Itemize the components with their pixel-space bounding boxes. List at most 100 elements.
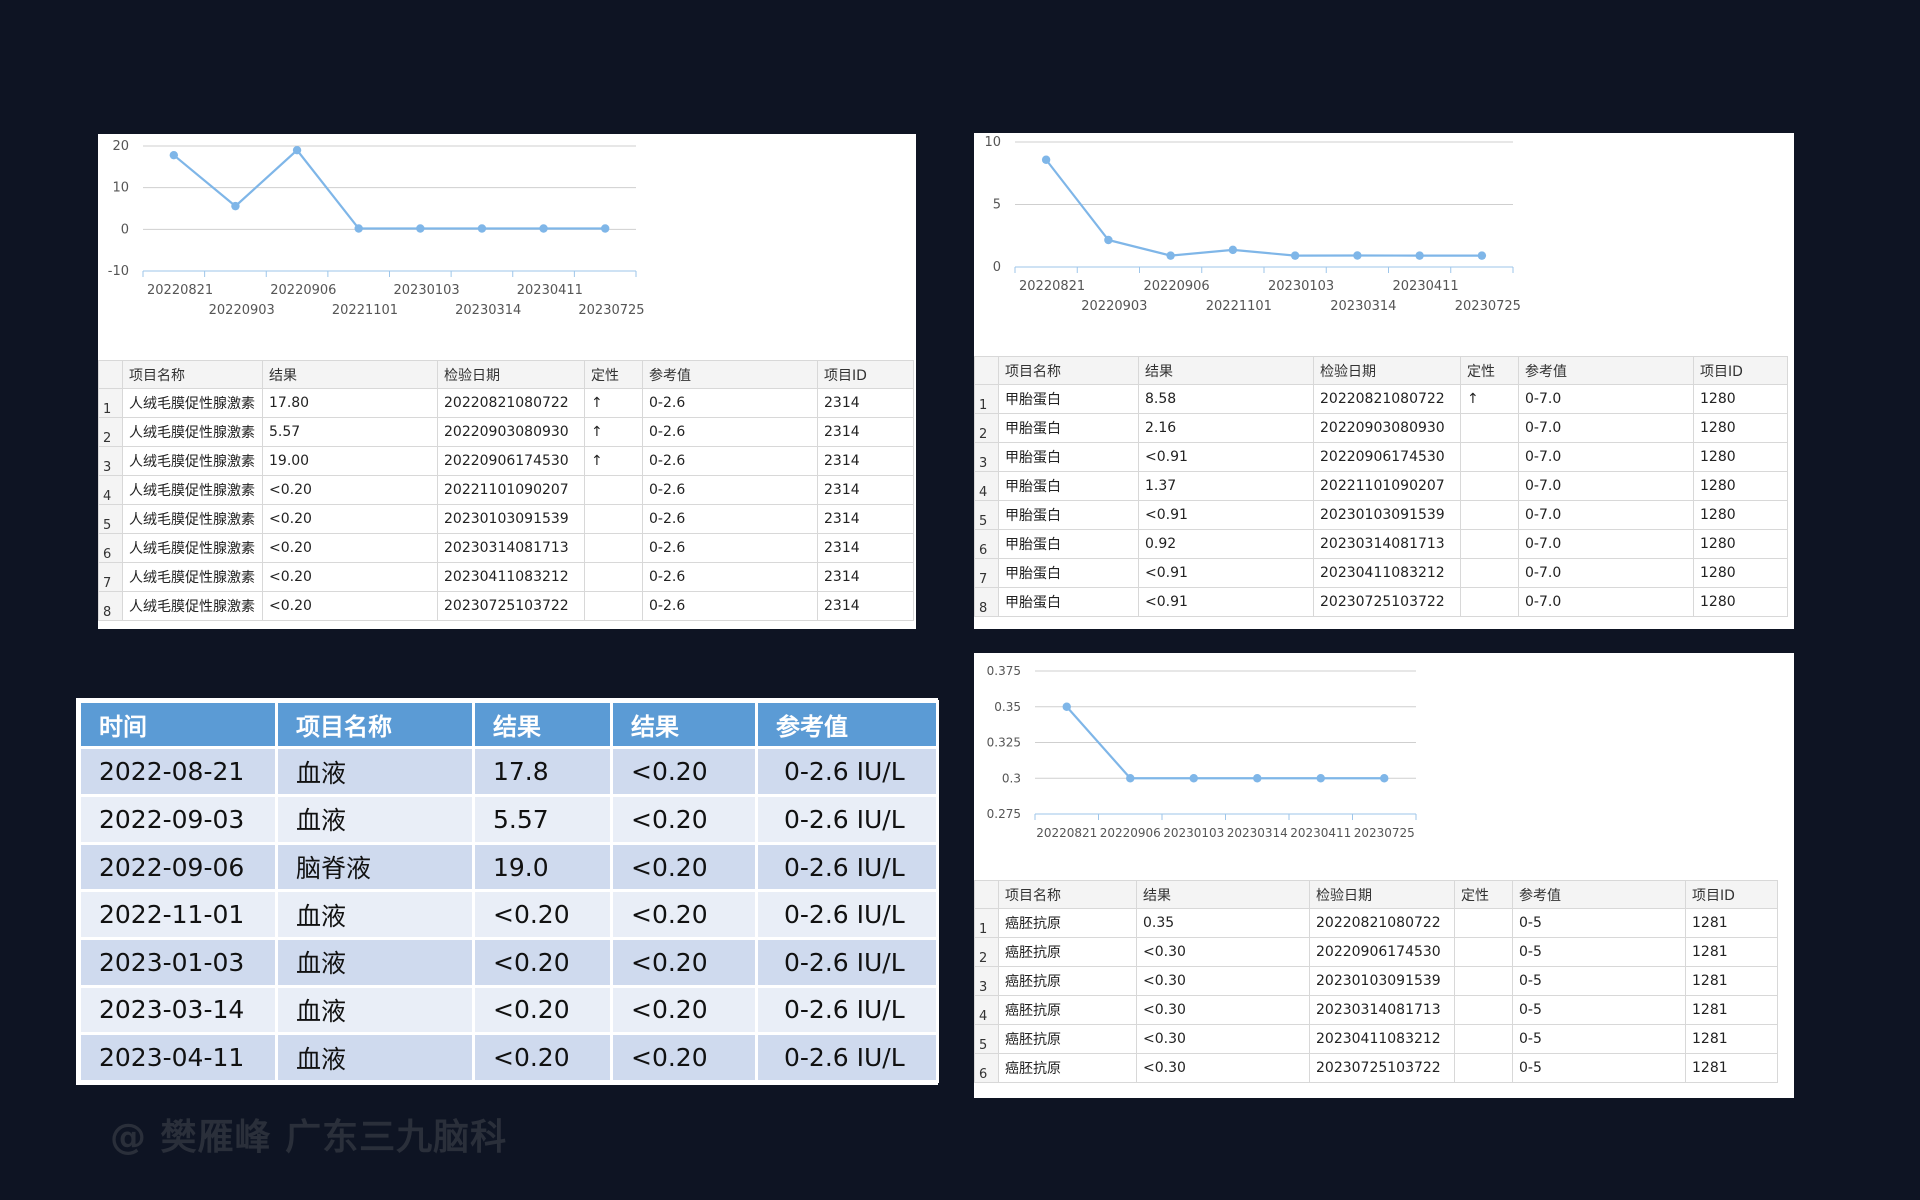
table-row[interactable]: 2 人绒毛膜促性腺激素 5.57 20220903080930 ↑ 0-2.6 2314 [98, 417, 914, 447]
table-cell[interactable]: 20230725103722 [437, 591, 585, 621]
table-cell[interactable]: 0-2.6 [642, 591, 818, 621]
table-cell[interactable]: 20230103091539 [1309, 966, 1455, 996]
table-cell[interactable]: 2314 [817, 417, 914, 447]
table-cell[interactable] [1460, 587, 1519, 617]
data-point[interactable] [1380, 774, 1389, 783]
table-cell[interactable]: 1281 [1685, 995, 1778, 1025]
data-point[interactable] [169, 150, 179, 160]
table-cell[interactable]: 1281 [1685, 937, 1778, 967]
table-cell[interactable]: 20230411083212 [1313, 558, 1461, 588]
column-header[interactable]: 项目ID [1693, 356, 1788, 385]
table-cell[interactable]: <0.20 [262, 562, 438, 592]
table-cell[interactable]: 20230725103722 [1313, 587, 1461, 617]
table-cell[interactable]: 1280 [1693, 384, 1788, 414]
data-point[interactable] [1041, 155, 1051, 164]
table-row[interactable]: 1 癌胚抗原 0.35 20220821080722 0-5 1281 [974, 908, 1778, 938]
table-cell[interactable]: 20230411083212 [1309, 1024, 1455, 1054]
table-cell[interactable]: 甲胎蛋白 [998, 413, 1139, 443]
table-cell[interactable] [1454, 1024, 1513, 1054]
table-cell[interactable]: 0-5 [1512, 966, 1686, 996]
table-cell[interactable]: 0-5 [1512, 908, 1686, 938]
table-cell[interactable]: <0.30 [1136, 1053, 1310, 1083]
table-cell[interactable]: 癌胚抗原 [998, 937, 1137, 967]
table-cell[interactable]: 2.16 [1138, 413, 1314, 443]
table-row[interactable]: 3 甲胎蛋白 <0.91 20220906174530 0-7.0 1280 [974, 442, 1788, 472]
table-row[interactable]: 2 癌胚抗原 <0.30 20220906174530 0-5 1281 [974, 937, 1778, 967]
table-cell[interactable]: 2314 [817, 475, 914, 505]
table-cell[interactable]: 0-7.0 [1518, 529, 1694, 559]
table-cell[interactable]: 2314 [817, 504, 914, 534]
column-header[interactable]: 检验日期 [437, 360, 585, 389]
table-row[interactable]: 7 甲胎蛋白 <0.91 20230411083212 0-7.0 1280 [974, 558, 1788, 588]
table-cell[interactable]: <0.91 [1138, 500, 1314, 530]
table-cell[interactable]: 人绒毛膜促性腺激素 [122, 446, 263, 476]
table-cell[interactable]: 0-7.0 [1518, 384, 1694, 414]
table-row[interactable]: 5 人绒毛膜促性腺激素 <0.20 20230103091539 0-2.6 2314 [98, 504, 914, 534]
data-point[interactable] [1228, 245, 1238, 255]
table-cell[interactable]: ↑ [584, 388, 643, 418]
data-point[interactable] [354, 224, 363, 233]
table-cell[interactable]: 0-2.6 [642, 533, 818, 563]
column-header[interactable]: 定性 [1454, 880, 1513, 909]
table-cell[interactable]: 20230103091539 [437, 504, 585, 534]
column-header[interactable]: 结果 [1136, 880, 1310, 909]
column-header[interactable]: 检验日期 [1313, 356, 1461, 385]
table-cell[interactable]: 20230314081713 [1309, 995, 1455, 1025]
table-cell[interactable]: 20220903080930 [437, 417, 585, 447]
table-cell[interactable]: 0-2.6 [642, 504, 818, 534]
table-cell[interactable]: 人绒毛膜促性腺激素 [122, 504, 263, 534]
table-row[interactable]: 6 癌胚抗原 <0.30 20230725103722 0-5 1281 [974, 1053, 1778, 1083]
table-cell[interactable]: 5.57 [262, 417, 438, 447]
column-header[interactable]: 检验日期 [1309, 880, 1455, 909]
table-row[interactable]: 6 甲胎蛋白 0.92 20230314081713 0-7.0 1280 [974, 529, 1788, 559]
table-cell[interactable] [1460, 500, 1519, 530]
table-cell[interactable]: 癌胚抗原 [998, 995, 1137, 1025]
table-cell[interactable]: 20221101090207 [1313, 471, 1461, 501]
column-header[interactable]: 项目名称 [122, 360, 263, 389]
table-cell[interactable]: 人绒毛膜促性腺激素 [122, 475, 263, 505]
table-cell[interactable] [584, 562, 643, 592]
table-cell[interactable]: <0.20 [262, 533, 438, 563]
table-cell[interactable]: 0-2.6 [642, 446, 818, 476]
data-point[interactable] [416, 224, 425, 233]
table-cell[interactable]: 20220906174530 [437, 446, 585, 476]
table-cell[interactable]: <0.91 [1138, 558, 1314, 588]
table-row[interactable]: 5 甲胎蛋白 <0.91 20230103091539 0-7.0 1280 [974, 500, 1788, 530]
table-cell[interactable]: <0.30 [1136, 937, 1310, 967]
table-cell[interactable] [1460, 413, 1519, 443]
table-cell[interactable]: 人绒毛膜促性腺激素 [122, 591, 263, 621]
table-cell[interactable]: 0.35 [1136, 908, 1310, 938]
table-cell[interactable]: 20220903080930 [1313, 413, 1461, 443]
column-header[interactable]: 参考值 [1512, 880, 1686, 909]
table-cell[interactable] [584, 504, 643, 534]
table-cell[interactable]: 人绒毛膜促性腺激素 [122, 388, 263, 418]
data-point[interactable] [1166, 251, 1175, 260]
column-header[interactable]: 参考值 [642, 360, 818, 389]
table-cell[interactable]: 1281 [1685, 966, 1778, 996]
table-cell[interactable] [1460, 471, 1519, 501]
table-row[interactable]: 2 甲胎蛋白 2.16 20220903080930 0-7.0 1280 [974, 413, 1788, 443]
column-header[interactable]: 项目名称 [998, 356, 1139, 385]
table-cell[interactable]: 20221101090207 [437, 475, 585, 505]
table-cell[interactable]: 20230314081713 [437, 533, 585, 563]
table-cell[interactable]: 0-7.0 [1518, 471, 1694, 501]
table-cell[interactable]: ↑ [584, 417, 643, 447]
table-cell[interactable]: 0-2.6 [642, 562, 818, 592]
table-cell[interactable]: 甲胎蛋白 [998, 442, 1139, 472]
table-cell[interactable]: 1281 [1685, 1024, 1778, 1054]
data-point[interactable] [1316, 774, 1325, 783]
column-header[interactable]: 项目ID [817, 360, 914, 389]
table-cell[interactable]: 0-5 [1512, 1053, 1686, 1083]
table-cell[interactable]: 人绒毛膜促性腺激素 [122, 417, 263, 447]
table-cell[interactable] [1460, 529, 1519, 559]
table-cell[interactable]: 1281 [1685, 908, 1778, 938]
table-cell[interactable]: 0-7.0 [1518, 558, 1694, 588]
table-cell[interactable] [1454, 937, 1513, 967]
table-cell[interactable]: ↑ [1460, 384, 1519, 414]
column-header[interactable]: 定性 [1460, 356, 1519, 385]
table-cell[interactable]: 癌胚抗原 [998, 966, 1137, 996]
table-cell[interactable]: 1280 [1693, 500, 1788, 530]
table-cell[interactable]: <0.20 [262, 591, 438, 621]
table-cell[interactable]: <0.20 [262, 504, 438, 534]
table-cell[interactable]: 0-5 [1512, 995, 1686, 1025]
